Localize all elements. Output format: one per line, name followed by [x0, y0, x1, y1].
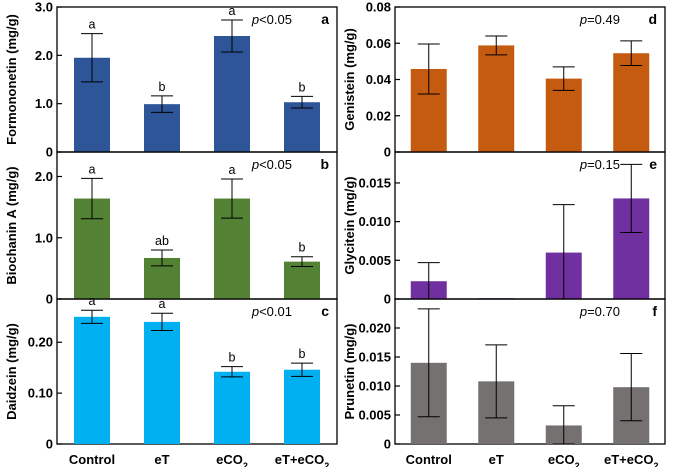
panel-c-p-value: p<0.01 [251, 304, 292, 319]
panel-c-ytick-label: 0.20 [28, 335, 53, 350]
panel-a-ytick-label: 0 [46, 145, 53, 160]
panel-b-ylabel: Biochanin A (mg/g) [4, 166, 19, 284]
panel-b-ytick-label: 1.0 [35, 230, 53, 245]
panel-f-ytick-label: 0 [384, 437, 391, 452]
panel-f-p-value: p=0.70 [579, 304, 620, 319]
panel-d-bar [613, 53, 650, 152]
x-category-label-right: eT [489, 452, 504, 467]
panel-c-significance-letter: b [229, 351, 236, 365]
panel-e-ytick-label: 0.015 [358, 175, 391, 190]
panel-b-significance-letter: a [229, 163, 236, 177]
panel-c-significance-letter: b [299, 347, 306, 361]
panel-f-ytick-label: 0.010 [358, 379, 391, 394]
panel-c-bar [74, 316, 110, 444]
panel-d-ytick-label: 0.02 [366, 108, 391, 123]
panel-e-ytick-label: 0 [384, 292, 391, 307]
x-category-label-right: eT+eCO2 [604, 452, 659, 467]
panel-e-p-value: p=0.15 [579, 157, 620, 172]
panel-a-significance-letter: b [159, 80, 166, 94]
panel-f-frame [394, 298, 666, 445]
panel-b-p-value: p<0.05 [251, 157, 292, 172]
x-category-label-right: eCO2 [548, 452, 580, 467]
panel-f-ytick-label: 0.005 [358, 408, 391, 423]
x-category-label-right: Control [406, 452, 452, 467]
panel-c-ytick-label: 0.10 [28, 386, 53, 401]
panel-a-p-value: p<0.05 [251, 12, 292, 27]
panel-c-ylabel: Daidzein (mg/g) [4, 323, 19, 420]
panel-a-ytick-label: 3.0 [35, 0, 53, 15]
panel-d-ylabel: Genistein (mg/g) [342, 28, 357, 131]
panel-b-ytick-label: 0 [46, 292, 53, 307]
panel-d-ytick-label: 0.06 [366, 36, 391, 51]
panel-d-bar [478, 45, 515, 152]
panel-f-ylabel: Prunetin (mg/g) [342, 323, 357, 419]
panel-c-ytick-label: 0 [46, 437, 53, 452]
panel-c-bar [144, 321, 180, 444]
panel-c-label: c [321, 303, 329, 319]
panel-c-bar [284, 369, 320, 444]
panel-d-p-value: p=0.49 [579, 12, 620, 27]
panel-d-ytick-label: 0.04 [366, 72, 392, 87]
panel-b-bar [284, 261, 320, 299]
panel-e-ytick-label: 0.010 [358, 214, 391, 229]
panel-a-significance-letter: a [229, 4, 236, 18]
panel-d-ytick-label: 0.08 [366, 0, 391, 15]
panel-b-ytick-label: 2.0 [35, 169, 53, 184]
panel-c-frame [56, 298, 338, 445]
panel-f-ytick-label: 0.020 [358, 321, 391, 336]
panel-a-bar [284, 102, 320, 152]
panel-c-significance-letter: a [89, 294, 96, 308]
panel-a-ytick-label: 1.0 [35, 96, 53, 111]
panel-a-bar [214, 36, 250, 152]
panel-a-significance-letter: a [89, 18, 96, 32]
panel-b-label: b [320, 156, 329, 172]
panel-d-ytick-label: 0 [384, 145, 391, 160]
panel-b-significance-letter: b [299, 241, 306, 255]
x-category-label-left: eCO2 [216, 452, 248, 467]
panel-e-ylabel: Glycitein (mg/g) [342, 176, 357, 274]
panel-a-ylabel: Formononetin (mg/g) [4, 14, 19, 145]
panel-e-label: e [649, 156, 657, 172]
x-category-label-left: eT [154, 452, 169, 467]
panel-a-ytick-label: 2.0 [35, 48, 53, 63]
panel-b-significance-letter: ab [155, 234, 169, 248]
panel-c-bar [214, 371, 250, 444]
panel-c-significance-letter: a [159, 297, 166, 311]
panel-e-ytick-label: 0.005 [358, 253, 391, 268]
panel-a-label: a [321, 11, 329, 27]
panel-b-significance-letter: a [89, 162, 96, 176]
x-category-label-left: Control [69, 452, 115, 467]
panel-f-label: f [652, 303, 657, 319]
x-category-label-left: eT+eCO2 [275, 452, 330, 467]
panel-d-label: d [648, 11, 657, 27]
panel-f-ytick-label: 0.015 [358, 350, 391, 365]
panel-a-significance-letter: b [299, 80, 306, 94]
